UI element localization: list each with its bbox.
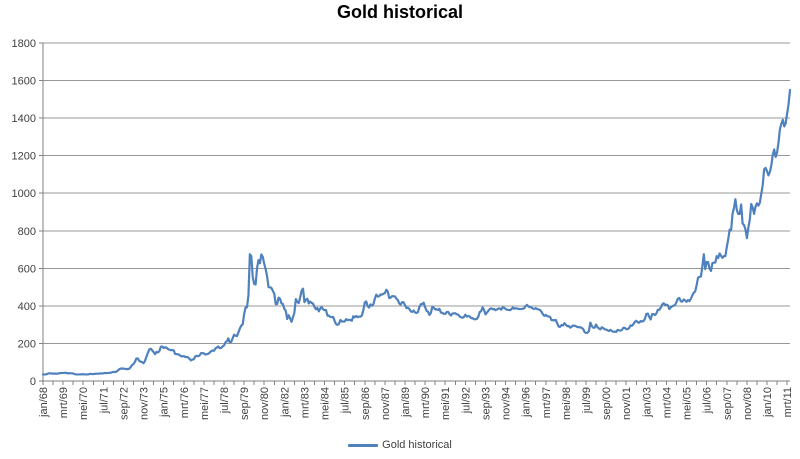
x-axis-label: sep/93 — [480, 387, 492, 420]
y-axis-label: 1400 — [12, 113, 36, 125]
x-axis-label: mrt/76 — [179, 387, 191, 418]
x-axis-label: mrt/97 — [541, 387, 553, 418]
x-axis-label: sep/00 — [601, 387, 613, 420]
x-axis-label: jan/68 — [38, 387, 50, 418]
x-axis-label: jan/96 — [521, 387, 533, 418]
x-axis-label: mrt/11 — [782, 387, 794, 417]
x-axis-label: jul/85 — [340, 387, 352, 414]
x-axis-label: mei/70 — [78, 387, 90, 420]
y-axis-label: 1000 — [12, 188, 36, 200]
x-axis-label: jan/10 — [762, 387, 774, 418]
legend-line-swatch — [348, 443, 379, 447]
y-axis-label: 1600 — [12, 76, 36, 88]
y-axis-label: 400 — [18, 301, 36, 313]
x-axis-label: mrt/04 — [661, 387, 673, 418]
x-axis-label: mei/84 — [320, 387, 332, 420]
legend-label: Gold historical — [382, 439, 452, 451]
x-axis-label: jul/71 — [98, 387, 110, 414]
x-axis-label: nov/80 — [259, 387, 271, 420]
x-axis-label: sep/86 — [360, 387, 372, 420]
x-axis-label: mrt/83 — [299, 387, 311, 418]
x-axis-label: jul/06 — [702, 387, 714, 414]
y-axis-label: 600 — [18, 263, 36, 275]
x-axis-label: mei/98 — [561, 387, 573, 420]
x-axis-label: mrt/90 — [420, 387, 432, 418]
y-axis-label: 200 — [18, 338, 36, 350]
x-axis-label: jan/75 — [159, 387, 171, 418]
y-axis-label: 800 — [18, 226, 36, 238]
x-axis-label: nov/08 — [742, 387, 754, 420]
x-axis-label: jan/03 — [641, 387, 653, 418]
x-axis-label: sep/07 — [722, 387, 734, 420]
x-axis-label: sep/79 — [239, 387, 251, 420]
series-line-gold — [41, 88, 792, 376]
x-axis-label: jan/89 — [400, 387, 412, 418]
x-axis-label: mrt/69 — [58, 387, 70, 418]
x-axis-label: sep/72 — [118, 387, 130, 420]
x-axis-label: jul/92 — [460, 387, 472, 414]
legend: Gold historical — [0, 437, 800, 453]
x-axis-label: nov/87 — [380, 387, 392, 420]
y-axis-label: 1200 — [12, 151, 36, 163]
x-axis-label: jul/99 — [581, 387, 593, 414]
x-axis-label: mei/05 — [682, 387, 694, 420]
x-axis-label: nov/94 — [501, 387, 513, 420]
y-axis-label: 0 — [30, 376, 36, 388]
x-axis-label: nov/73 — [139, 387, 151, 420]
x-axis-label: jul/78 — [219, 387, 231, 414]
y-axis-label: 1800 — [12, 38, 36, 50]
x-axis-label: mei/77 — [199, 387, 211, 420]
chart-title: Gold historical — [336, 2, 464, 22]
x-axis-label: mei/91 — [440, 387, 452, 420]
x-axis-label: nov/01 — [621, 387, 633, 420]
x-axis-label: jan/82 — [279, 387, 291, 418]
